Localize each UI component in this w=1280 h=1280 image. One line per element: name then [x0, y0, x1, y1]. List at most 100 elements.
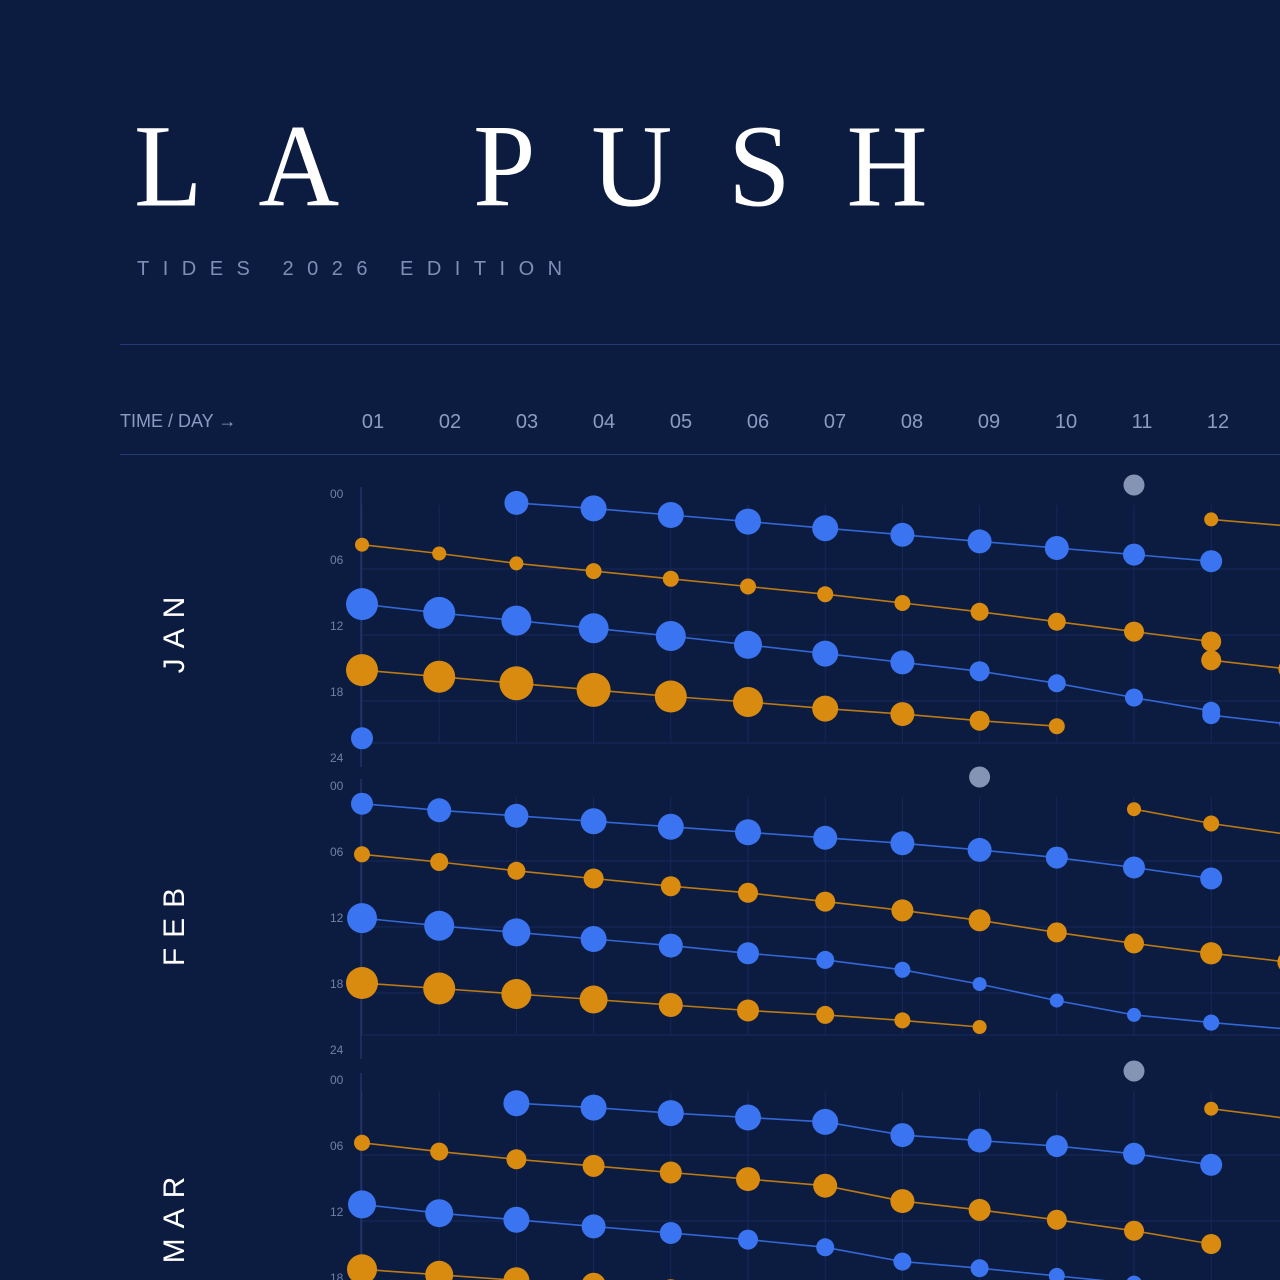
high-tide-point [813, 825, 838, 850]
hour-tick-label: 12 [330, 911, 344, 925]
hour-tick-label: 12 [330, 619, 344, 633]
day-tick-label: 04 [592, 411, 616, 433]
low-tide-point [582, 1154, 605, 1177]
low-tide-point [737, 999, 759, 1022]
header-divider [120, 344, 1280, 345]
high-tide-point [1045, 1135, 1068, 1158]
hour-tick-label: 24 [330, 751, 344, 765]
high-tide-point [816, 950, 835, 969]
low-tide-point [1124, 1220, 1144, 1241]
high-tide-point [967, 837, 992, 862]
low-tide-line [1211, 1107, 1280, 1119]
low-tide-point [430, 1142, 449, 1161]
high-tide-point [504, 803, 529, 828]
high-tide-point [657, 813, 684, 840]
low-tide-point [740, 578, 756, 595]
low-tide-point [817, 586, 834, 603]
high-tide-point [735, 819, 761, 846]
low-tide-point [354, 1134, 370, 1151]
high-tide-point [580, 926, 607, 952]
low-tide-point [507, 861, 526, 880]
low-tide-point [576, 672, 611, 707]
high-tide-point [894, 961, 911, 978]
high-tide-point [893, 1252, 912, 1271]
low-tide-point [970, 602, 989, 621]
hour-tick-label: 12 [330, 1205, 344, 1219]
low-tide-point [1277, 955, 1280, 970]
hour-tick-label: 18 [330, 1271, 344, 1280]
low-tide-line [361, 1142, 1212, 1245]
low-tide-point [891, 899, 914, 922]
high-tide-point [658, 933, 683, 958]
high-tide-point [1048, 1267, 1065, 1280]
low-tide-point [658, 993, 683, 1017]
hour-tick-label: 06 [330, 1139, 344, 1153]
high-tide-point [657, 1100, 684, 1127]
moon-phase-marker [1123, 474, 1145, 496]
high-tide-point [967, 1128, 992, 1153]
low-tide-point [654, 680, 687, 713]
low-tide-point [733, 687, 763, 717]
low-tide-point [432, 546, 447, 561]
low-tide-point [816, 1005, 835, 1024]
high-tide-point [659, 1222, 682, 1244]
high-tide-point [504, 490, 529, 515]
high-tide-point [1044, 536, 1069, 560]
low-tide-point [1046, 1209, 1067, 1230]
low-tide-point [969, 710, 990, 731]
low-tide-line [1211, 518, 1280, 527]
high-tide-point [424, 910, 455, 941]
hour-tick-label: 18 [330, 977, 344, 991]
high-tide-line [516, 1102, 1212, 1166]
low-tide-point [1203, 815, 1220, 832]
day-tick-label: 06 [746, 411, 770, 433]
high-tide-point [657, 502, 684, 528]
low-tide-point [585, 563, 602, 580]
hour-tick-label: 24 [330, 1043, 344, 1057]
low-tide-point [968, 909, 991, 932]
high-tide-point [967, 529, 992, 554]
high-tide-point [1200, 867, 1223, 890]
low-tide-point [1201, 1234, 1222, 1254]
high-tide-line [361, 1203, 1106, 1280]
low-tide-point [509, 556, 524, 571]
high-tide-point [501, 605, 532, 636]
high-tide-point [972, 977, 987, 992]
high-tide-point [737, 942, 759, 965]
day-tick-label: 07 [823, 411, 847, 433]
low-tide-point [972, 1020, 987, 1034]
high-tide-point [427, 798, 452, 823]
high-tide-point [735, 1104, 761, 1131]
day-tick-label: 10 [1054, 411, 1078, 433]
low-tide-point [506, 1149, 527, 1170]
high-tide-point [1125, 688, 1143, 707]
low-tide-point [1124, 933, 1144, 954]
high-tide-point [735, 508, 761, 535]
day-tick-label: 08 [900, 411, 924, 433]
high-tide-point [1200, 550, 1223, 573]
low-tide-point [503, 1267, 530, 1280]
high-tide-point [1049, 993, 1064, 1008]
low-tide-point [812, 695, 839, 722]
low-tide-point [430, 853, 449, 871]
low-tide-point [894, 595, 911, 611]
low-tide-point [499, 666, 534, 701]
high-tide-point [1202, 706, 1221, 725]
x-axis-label: TIME / DAY → [120, 411, 237, 431]
high-tide-point [580, 808, 607, 835]
low-tide-point [355, 537, 369, 552]
hour-tick-label: 06 [330, 845, 344, 859]
high-tide-point [734, 630, 762, 659]
high-tide-point [348, 1190, 376, 1219]
day-tick-label: 12 [1206, 411, 1230, 433]
high-tide-point [1045, 846, 1068, 869]
high-tide-point [1123, 543, 1145, 566]
hour-tick-label: 00 [330, 1073, 344, 1087]
high-tide-point [346, 588, 378, 621]
low-tide-point [890, 1189, 915, 1214]
low-tide-point [1127, 802, 1141, 817]
low-tide-point [425, 1260, 454, 1280]
low-tide-point [894, 1012, 911, 1029]
axis-divider [120, 454, 1280, 455]
